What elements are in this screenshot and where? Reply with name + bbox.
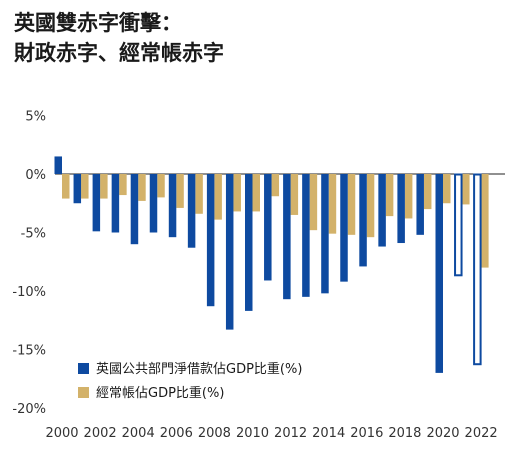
bar-net-borrowing — [130, 174, 139, 245]
bar-current-account — [423, 174, 432, 210]
y-tick-label: -10% — [12, 285, 46, 300]
bar-net-borrowing — [206, 174, 215, 307]
bar-net-borrowing — [302, 174, 310, 297]
bar-net-borrowing-projected — [473, 173, 482, 366]
bar-net-borrowing — [340, 174, 348, 282]
x-tick-label: 2020 — [426, 426, 459, 441]
bar-net-borrowing — [397, 174, 405, 244]
bar-current-account — [195, 174, 203, 214]
x-tick-label: 2004 — [122, 426, 155, 441]
bar-current-account — [157, 174, 165, 198]
y-tick-label: -15% — [12, 344, 46, 359]
x-tick-label: 2010 — [236, 426, 269, 441]
x-tick-label: 2022 — [465, 426, 498, 441]
bar-net-borrowing — [378, 174, 386, 247]
bar-net-borrowing — [264, 174, 272, 281]
bar-current-account — [290, 174, 299, 215]
bar-net-borrowing — [359, 174, 367, 267]
bar-current-account — [481, 174, 489, 268]
bar-net-borrowing — [73, 174, 82, 204]
bar-current-account — [404, 174, 413, 219]
bar-net-borrowing — [416, 174, 424, 235]
bar-current-account — [176, 174, 184, 208]
bar-current-account — [309, 174, 318, 231]
bar-current-account — [138, 174, 146, 201]
bar-net-borrowing — [283, 174, 291, 300]
bar-net-borrowing — [187, 174, 196, 248]
axis-layer: 5% 0% -5% -10% -15% -20% 2000 2002 2004 2006 2008 2… — [12, 110, 505, 441]
legend-swatch-current-account — [78, 387, 89, 398]
bars-layer — [54, 156, 489, 373]
bar-current-account — [347, 174, 356, 235]
bar-current-account — [366, 174, 375, 238]
y-tick-label: -20% — [12, 402, 46, 417]
x-tick-label: 2002 — [84, 426, 117, 441]
bar-net-borrowing-projected — [454, 173, 463, 277]
bar-net-borrowing — [225, 174, 234, 330]
x-tick-label: 2006 — [160, 426, 193, 441]
bar-net-borrowing — [54, 156, 62, 174]
bar-current-account — [443, 174, 451, 204]
bar-net-borrowing — [245, 174, 253, 311]
bar-current-account — [100, 174, 108, 199]
x-tick-label: 2012 — [274, 426, 307, 441]
bar-current-account — [119, 174, 127, 196]
legend-swatch-net-borrowing — [78, 363, 89, 374]
bar-current-account — [252, 174, 260, 212]
bar-net-borrowing — [168, 174, 177, 238]
bar-net-borrowing — [92, 174, 101, 232]
bar-current-account — [81, 174, 89, 199]
y-tick-label: -5% — [21, 227, 46, 242]
legend-label-net-borrowing: 英國公共部門淨借款佔GDP比重(%) — [96, 361, 302, 377]
x-tick-label: 2000 — [45, 426, 78, 441]
bar-current-account — [385, 174, 394, 217]
bar-current-account — [462, 174, 470, 205]
bar-current-account — [233, 174, 241, 212]
legend: 英國公共部門淨借款佔GDP比重(%) 經常帳佔GDP比重(%) — [78, 361, 302, 401]
bar-net-borrowing — [435, 174, 443, 373]
title-line-1: 英國雙赤字衝擊： — [14, 11, 182, 35]
x-tick-label: 2008 — [198, 426, 231, 441]
legend-label-current-account: 經常帳佔GDP比重(%) — [96, 385, 224, 401]
bar-net-borrowing — [111, 174, 120, 233]
title-line-2: 財政赤字、經常帳赤字 — [14, 41, 224, 65]
y-tick-label: 5% — [25, 110, 46, 125]
x-tick-label: 2014 — [312, 426, 345, 441]
x-tick-label: 2018 — [388, 426, 421, 441]
bar-current-account — [271, 174, 280, 197]
bar-net-borrowing — [321, 174, 329, 294]
bar-current-account — [62, 174, 70, 199]
bar-current-account — [328, 174, 337, 234]
chart-title: 英國雙赤字衝擊： 財政赤字、經常帳赤字 — [14, 8, 224, 68]
y-tick-label: 0% — [25, 168, 46, 183]
x-tick-label: 2016 — [350, 426, 383, 441]
bar-net-borrowing — [149, 174, 158, 233]
bar-current-account — [214, 174, 222, 220]
